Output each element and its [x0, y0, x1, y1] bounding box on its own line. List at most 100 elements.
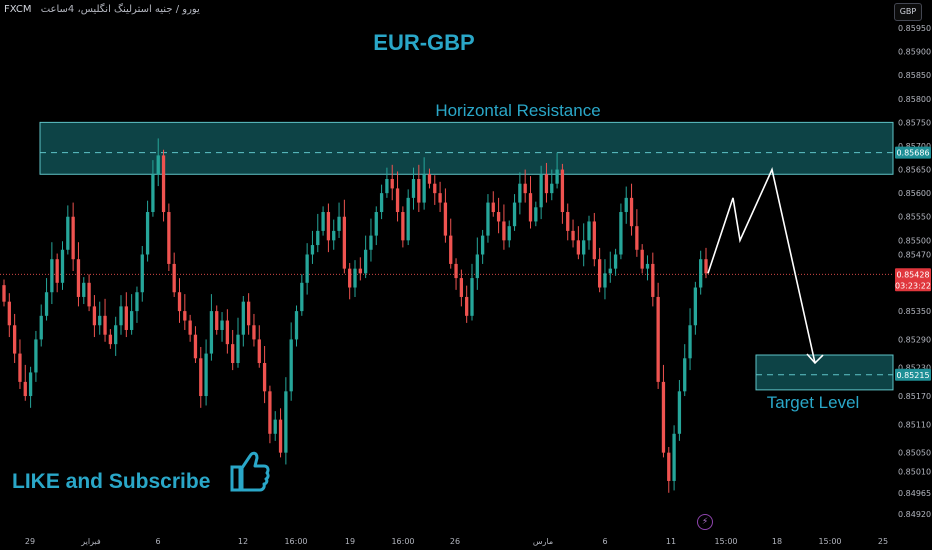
candle-body — [645, 263, 650, 269]
resistance-price-tag-label: 0.85686 — [896, 149, 929, 158]
candle-body — [23, 381, 27, 397]
candle — [82, 277, 86, 305]
y-tick-label: 0.85950 — [898, 24, 931, 33]
candle-body — [172, 263, 176, 293]
candle-body — [656, 296, 660, 382]
candle-body — [587, 221, 591, 241]
candle — [252, 313, 256, 347]
candle-body — [300, 282, 304, 312]
candle — [289, 322, 293, 401]
y-tick-label: 0.85470 — [898, 250, 931, 259]
candle — [454, 258, 458, 290]
symbol-description: یورو / جنیه استرلینگ انگلیس، 4ساعت — [40, 4, 200, 15]
candle — [417, 164, 421, 213]
candle-body — [677, 391, 682, 434]
candle — [385, 167, 389, 198]
candle — [60, 241, 65, 290]
candle — [268, 385, 272, 444]
candle — [119, 295, 123, 335]
target-zone[interactable] — [755, 354, 894, 391]
candle — [656, 282, 660, 389]
currency-button[interactable]: GBP — [894, 3, 922, 21]
x-tick-label: 6 — [155, 537, 160, 546]
candle-body — [294, 311, 299, 340]
candle-body — [518, 183, 522, 203]
candle-body — [98, 315, 102, 326]
x-tick-label: 6 — [602, 537, 607, 546]
x-tick-label: 16:00 — [391, 537, 414, 546]
candle — [199, 346, 203, 408]
candle — [50, 242, 54, 305]
time-axis[interactable]: 29 فبراير 6 12 16:00 19 16:00 26 مارس 6 11 15:00 18 1… — [25, 537, 888, 546]
countdown-tag — [895, 279, 931, 292]
candle-body — [119, 306, 123, 326]
candle — [66, 205, 70, 255]
candle-body — [523, 183, 527, 194]
candle-body — [76, 259, 81, 297]
y-tick-label: 0.85600 — [898, 189, 931, 198]
candle — [470, 263, 474, 321]
lightning-icon[interactable]: ⚡ — [697, 514, 713, 530]
candle-body — [502, 221, 506, 241]
candle-body — [571, 230, 575, 241]
candle-body — [60, 249, 65, 283]
candle-body — [129, 311, 134, 330]
candle-body — [161, 155, 166, 213]
candle-body — [246, 301, 251, 326]
candle — [193, 326, 198, 364]
candle-body — [231, 344, 235, 364]
y-tick-label: 0.85850 — [898, 71, 931, 80]
candle-body — [704, 259, 708, 274]
candle — [576, 226, 581, 260]
candle-body — [385, 178, 389, 194]
candle — [310, 230, 315, 264]
candle — [624, 186, 628, 224]
candle — [353, 260, 357, 297]
candle-body — [358, 268, 362, 274]
candle-body — [507, 226, 511, 241]
candle-body — [225, 320, 230, 345]
candle-body — [438, 193, 442, 203]
candle-body — [7, 301, 11, 326]
candle-body — [454, 263, 458, 279]
candle — [209, 294, 214, 361]
candle-body — [177, 292, 182, 312]
candle-body — [82, 282, 86, 297]
resistance-zone[interactable] — [39, 121, 894, 175]
candle — [140, 245, 144, 302]
candle — [241, 296, 245, 347]
candle-body — [496, 212, 501, 222]
candle — [215, 305, 219, 335]
candle-body — [209, 311, 214, 354]
price-tags: 0.85686 0.85428 03:23:22 0.85215 — [895, 146, 931, 381]
zones — [39, 121, 894, 391]
candle — [236, 317, 240, 368]
candle — [135, 286, 139, 323]
candle — [688, 308, 692, 371]
candle-body — [305, 254, 309, 283]
candle — [699, 250, 703, 295]
candle-body — [103, 315, 107, 335]
current-price-tag — [895, 268, 931, 281]
candle — [114, 316, 118, 356]
candle-body — [71, 216, 75, 260]
candle-body — [268, 391, 272, 434]
y-tick-label: 0.85110 — [898, 420, 931, 429]
candle-body — [640, 249, 644, 269]
candle-body — [528, 193, 533, 222]
candle-body — [55, 259, 59, 283]
y-tick-label: 0.85350 — [898, 307, 931, 316]
target-label: Target Level — [767, 393, 860, 412]
candle — [390, 164, 394, 201]
candle — [28, 366, 33, 408]
candle-body — [395, 188, 400, 213]
target-price-tag-label: 0.85215 — [896, 371, 929, 380]
x-tick-label: 12 — [238, 537, 248, 546]
y-tick-label: 0.84965 — [898, 489, 931, 498]
candle-body — [459, 278, 464, 297]
candle — [427, 168, 432, 189]
candle — [98, 301, 102, 335]
y-tick-label: 0.85750 — [898, 118, 931, 127]
candle-body — [417, 178, 421, 203]
